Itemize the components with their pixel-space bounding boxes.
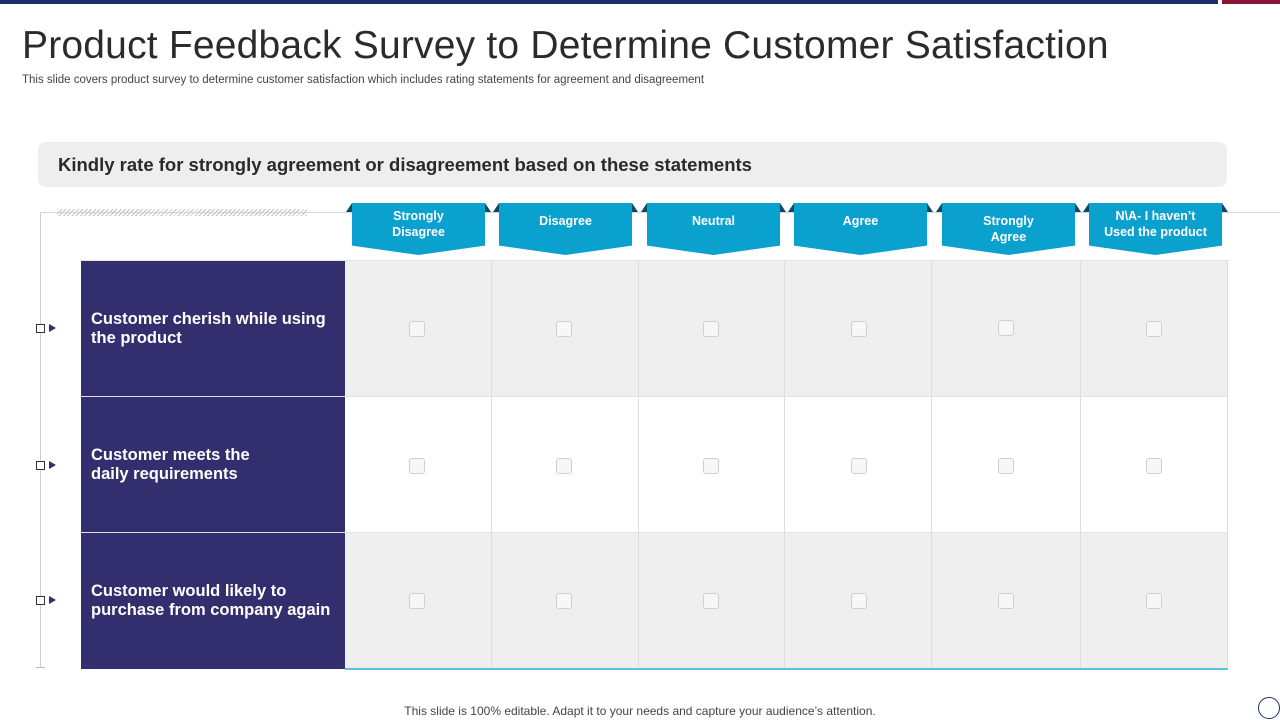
circle-icon: [1258, 697, 1280, 719]
top-accent-bar-corner: [1222, 0, 1280, 4]
column-header-strongly-disagree: Strongly Disagree: [346, 203, 491, 255]
column-header-disagree: Disagree: [493, 203, 638, 255]
rating-checkbox[interactable]: [851, 593, 867, 609]
rating-checkbox[interactable]: [556, 458, 572, 474]
column-header-label: N\A- I haven’t Used the product: [1104, 209, 1207, 239]
grid-bottom-line: [345, 668, 1228, 670]
top-accent-bar: [0, 0, 1218, 4]
hatch-decoration: [57, 209, 307, 216]
instruction-text: Kindly rate for strongly agreement or di…: [58, 154, 752, 175]
rating-checkbox[interactable]: [1146, 458, 1162, 474]
square-icon: [36, 596, 45, 605]
statement-text: Customer would likely to purchase from c…: [91, 582, 331, 619]
survey-row: Customer would likely to purchase from c…: [81, 532, 1228, 669]
rating-checkbox[interactable]: [409, 458, 425, 474]
triangle-right-icon: [49, 596, 56, 604]
column-divider: [1080, 260, 1081, 669]
survey-grid: Customer cherish while using the product…: [81, 260, 1228, 669]
column-header-strongly-agree: Strongly Agree: [936, 203, 1081, 255]
rating-checkbox[interactable]: [851, 321, 867, 337]
square-icon: [36, 324, 45, 333]
square-icon: [36, 461, 45, 470]
rating-checkbox[interactable]: [998, 458, 1014, 474]
column-divider: [931, 260, 932, 669]
triangle-right-icon: [49, 324, 56, 332]
rating-checkbox[interactable]: [409, 321, 425, 337]
rating-checkbox[interactable]: [703, 593, 719, 609]
frame-left-line: [40, 212, 41, 668]
rating-checkbox[interactable]: [851, 458, 867, 474]
statement-cell: Customer cherish while using the product: [81, 261, 345, 396]
survey-row: Customer meets the daily requirements: [81, 396, 1228, 532]
rating-checkbox[interactable]: [998, 320, 1014, 336]
instruction-banner: Kindly rate for strongly agreement or di…: [38, 142, 1227, 187]
column-divider: [784, 260, 785, 669]
survey-row: Customer cherish while using the product: [81, 260, 1228, 396]
column-header-label: Strongly Agree: [983, 214, 1034, 244]
page-subtitle: This slide covers product survey to dete…: [22, 74, 705, 86]
statement-text: Customer meets the daily requirements: [91, 445, 250, 483]
rating-checkbox[interactable]: [703, 458, 719, 474]
column-divider: [638, 260, 639, 669]
column-header-not-applicable: N\A- I haven’t Used the product: [1083, 203, 1228, 255]
column-divider: [491, 260, 492, 669]
triangle-right-icon: [49, 461, 56, 469]
column-header-neutral: Neutral: [641, 203, 786, 255]
rating-checkbox[interactable]: [1146, 593, 1162, 609]
rating-checkbox[interactable]: [998, 593, 1014, 609]
statement-text: Customer cherish while using the product: [91, 309, 326, 347]
footer-note: This slide is 100% editable. Adapt it to…: [404, 704, 876, 718]
column-header-label: Strongly Disagree: [392, 209, 445, 239]
statement-cell: Customer would likely to purchase from c…: [81, 533, 345, 669]
statement-cell: Customer meets the daily requirements: [81, 397, 345, 532]
rating-checkbox[interactable]: [556, 321, 572, 337]
page-title: Product Feedback Survey to Determine Cus…: [22, 24, 1109, 67]
rating-checkbox[interactable]: [1146, 321, 1162, 337]
grid-right-edge: [1227, 260, 1228, 669]
column-header-label: Neutral: [691, 214, 736, 228]
column-header-agree: Agree: [788, 203, 933, 255]
rating-checkbox[interactable]: [409, 593, 425, 609]
rating-checkbox[interactable]: [703, 321, 719, 337]
column-header-label: Agree: [842, 214, 879, 228]
column-header-label: Disagree: [539, 214, 592, 228]
rating-checkbox[interactable]: [556, 593, 572, 609]
frame-foot-tick: [36, 667, 45, 668]
